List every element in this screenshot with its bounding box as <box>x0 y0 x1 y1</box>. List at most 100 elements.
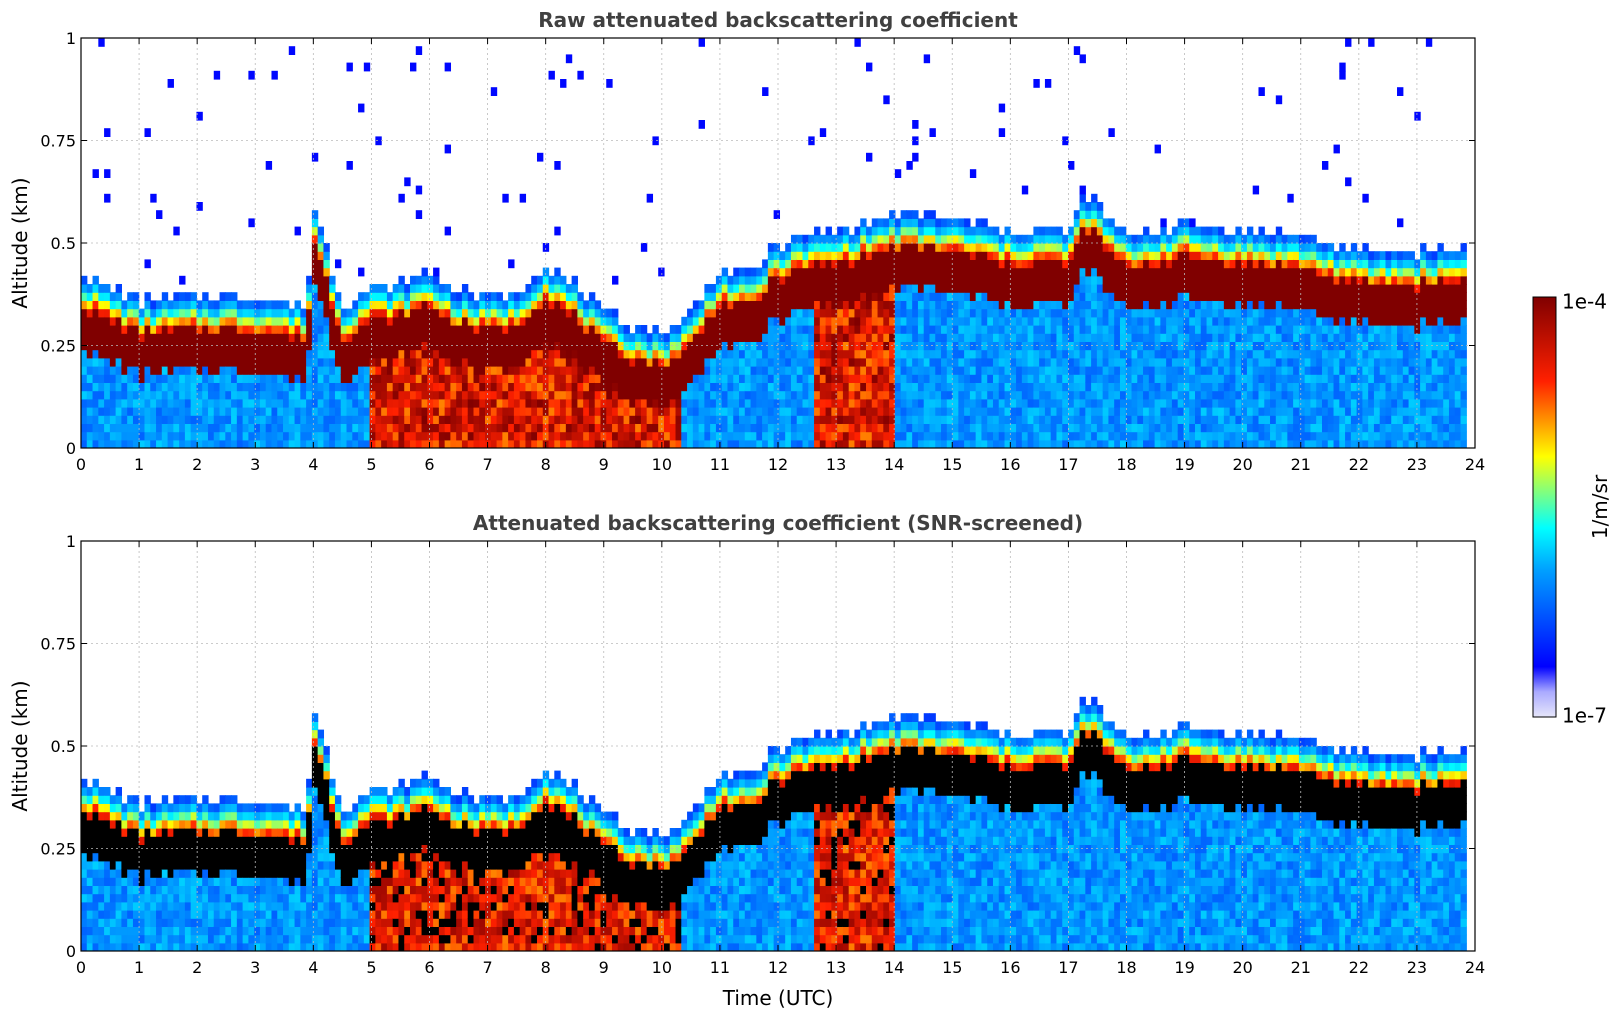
heatmap-cell <box>952 423 959 433</box>
heatmap-cell <box>814 234 821 244</box>
heatmap-cell <box>334 349 342 359</box>
heatmap-cell <box>490 316 498 326</box>
heatmap-cell <box>202 325 209 334</box>
heatmap-cell <box>1102 333 1110 342</box>
heatmap-cell <box>1021 415 1029 424</box>
heatmap-cell <box>340 398 348 408</box>
heatmap-cell <box>1085 398 1092 408</box>
heatmap-cell <box>1316 439 1323 448</box>
heatmap-cell <box>773 390 781 400</box>
heatmap-cell <box>1293 234 1300 244</box>
heatmap-cell <box>1270 251 1277 260</box>
heatmap-cell <box>404 398 411 408</box>
heatmap-cell <box>1212 390 1219 400</box>
heatmap-cell <box>1218 234 1225 244</box>
heatmap-cell <box>1044 325 1052 334</box>
heatmap-cell <box>311 259 319 269</box>
heatmap-cell <box>1293 357 1300 367</box>
heatmap-cell <box>687 308 694 318</box>
heatmap-cell <box>104 366 111 375</box>
heatmap-cell <box>1056 407 1063 416</box>
heatmap-cell <box>1212 431 1219 441</box>
heatmap-cell <box>161 374 169 383</box>
heatmap-cell <box>1200 292 1208 301</box>
heatmap-cell <box>438 300 446 310</box>
heatmap-cell <box>802 316 809 326</box>
heatmap-cell <box>132 398 140 408</box>
heatmap-cell <box>225 390 232 400</box>
heatmap-cell <box>485 366 492 375</box>
heatmap-cell <box>317 259 325 269</box>
heatmap-cell <box>617 374 625 383</box>
heatmap-cell <box>785 423 792 433</box>
heatmap-cell <box>675 333 682 342</box>
heatmap-cell <box>1062 316 1069 326</box>
heatmap-cell <box>808 284 815 293</box>
heatmap-cell <box>132 415 140 424</box>
heatmap-cell <box>1148 234 1156 244</box>
heatmap-cell <box>259 325 267 334</box>
heatmap-cell <box>1316 415 1323 424</box>
heatmap-cell <box>127 415 134 424</box>
heatmap-cell <box>762 325 769 334</box>
heatmap-cell <box>358 325 365 334</box>
heatmap-cell <box>167 357 174 367</box>
heatmap-cell <box>790 431 798 441</box>
heatmap-cell <box>1010 390 1017 400</box>
heatmap-cell <box>894 300 902 310</box>
heatmap-cell <box>536 349 544 359</box>
heatmap-cell <box>831 374 838 383</box>
heatmap-cell <box>842 431 850 441</box>
heatmap-cell <box>109 357 117 367</box>
heatmap-cell <box>213 366 221 375</box>
heatmap-cell <box>1293 284 1300 293</box>
heatmap-cell <box>917 300 925 310</box>
heatmap-cell <box>398 415 405 424</box>
heatmap-cell <box>842 423 850 433</box>
heatmap-cell <box>1235 357 1242 367</box>
heatmap-cell <box>1310 366 1317 375</box>
heatmap-cell <box>739 390 746 400</box>
heatmap-cell <box>265 439 273 448</box>
heatmap-cell <box>1091 300 1098 310</box>
heatmap-cell <box>1246 226 1254 236</box>
heatmap-cell <box>433 423 440 433</box>
heatmap-cell <box>1119 439 1127 448</box>
heatmap-cell <box>144 366 151 375</box>
heatmap-cell <box>525 316 532 326</box>
heatmap-cell <box>866 325 873 334</box>
heatmap-cell <box>277 325 284 334</box>
heatmap-cell <box>560 407 567 416</box>
heatmap-cell <box>854 259 861 269</box>
heatmap-cell <box>1310 415 1317 424</box>
heatmap-cell <box>1298 251 1306 260</box>
heatmap-cell <box>773 210 781 219</box>
heatmap-cell <box>1154 275 1161 285</box>
heatmap-cell <box>1096 349 1104 359</box>
heatmap-cell <box>1275 226 1283 236</box>
heatmap-cell <box>410 341 417 351</box>
heatmap-cell <box>381 300 388 310</box>
heatmap-cell <box>1171 415 1179 424</box>
heatmap-cell <box>1321 349 1329 359</box>
heatmap-cell <box>1218 243 1225 252</box>
heatmap-cell <box>658 374 665 383</box>
heatmap-cell <box>259 366 267 375</box>
heatmap-cell <box>334 357 342 367</box>
heatmap-cell <box>831 316 838 326</box>
heatmap-cell <box>704 407 711 416</box>
heatmap-cell <box>825 284 832 293</box>
heatmap-cell <box>987 267 994 277</box>
heatmap-cell <box>900 357 907 367</box>
heatmap-cell <box>115 382 122 392</box>
heatmap-cell <box>1200 284 1208 293</box>
heatmap-cell <box>236 415 244 424</box>
heatmap-cell <box>242 357 249 367</box>
heatmap-cell <box>1096 366 1104 375</box>
heatmap-cell <box>283 325 290 334</box>
heatmap-cell <box>115 300 122 310</box>
heatmap-cell <box>681 398 688 408</box>
heatmap-cell <box>207 415 215 424</box>
heatmap-cell <box>1241 439 1248 448</box>
heatmap-cell <box>871 407 879 416</box>
